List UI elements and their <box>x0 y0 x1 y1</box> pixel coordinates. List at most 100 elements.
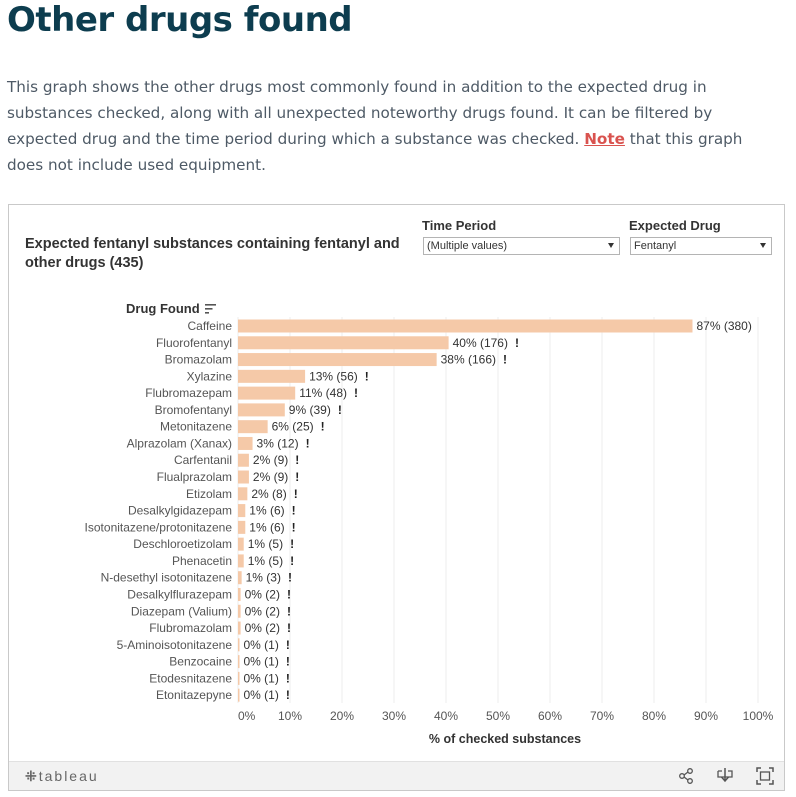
noteworthy-marker: ! <box>321 420 325 434</box>
bar[interactable] <box>238 403 285 417</box>
x-tick-label: 90% <box>694 709 718 723</box>
data-label: 9% (39) <box>289 403 331 417</box>
noteworthy-marker: ! <box>287 587 291 601</box>
category-label: Diazepam (Valium) <box>131 604 232 618</box>
bar[interactable] <box>238 604 241 618</box>
category-label: Benzocaine <box>169 655 232 669</box>
category-label: Alprazolam (Xanax) <box>127 436 232 450</box>
category-label: N-desethyl isotonitazene <box>101 571 233 585</box>
time-period-label: Time Period <box>422 218 497 233</box>
data-label: 1% (6) <box>249 520 284 534</box>
noteworthy-marker: ! <box>365 369 369 383</box>
noteworthy-marker: ! <box>515 336 519 350</box>
fullscreen-icon[interactable] <box>756 767 774 785</box>
bar[interactable] <box>238 587 241 601</box>
x-tick-label: 100% <box>743 709 774 723</box>
tableau-logo-icon: ⁜ <box>25 768 37 784</box>
intro-text-start: This graph shows the other drugs most co… <box>7 78 713 148</box>
bar[interactable] <box>238 537 244 551</box>
bar[interactable] <box>238 688 240 702</box>
noteworthy-marker: ! <box>286 655 290 669</box>
bar[interactable] <box>238 655 240 669</box>
bar[interactable] <box>238 638 240 652</box>
noteworthy-marker: ! <box>338 403 342 417</box>
expected-drug-dropdown[interactable]: Fentanyl <box>630 237 772 255</box>
tableau-viz: Expected fentanyl substances containing … <box>8 204 785 791</box>
category-label: Flubromazolam <box>149 621 232 635</box>
download-icon[interactable] <box>716 767 734 785</box>
x-tick-label: 80% <box>642 709 666 723</box>
bar[interactable] <box>238 504 246 518</box>
bar-chart: Caffeine 87% (380) Fluorofentanyl 40% (176)… <box>85 317 774 746</box>
x-tick-label: 50% <box>486 709 510 723</box>
x-tick-label: 60% <box>538 709 562 723</box>
category-label: Caffeine <box>188 319 233 333</box>
noteworthy-marker: ! <box>354 386 358 400</box>
category-label: Flubromazepam <box>145 386 232 400</box>
bar[interactable] <box>238 453 249 467</box>
share-icon[interactable] <box>677 767 695 785</box>
category-label: Etodesnitazene <box>149 671 232 685</box>
data-label: 0% (1) <box>244 671 279 685</box>
noteworthy-marker: ! <box>290 537 294 551</box>
data-label: 2% (9) <box>253 453 288 467</box>
time-period-dropdown[interactable]: (Multiple values) <box>423 237 620 255</box>
noteworthy-marker: ! <box>295 453 299 467</box>
bar[interactable] <box>238 386 296 400</box>
x-tick-label: 10% <box>278 709 302 723</box>
tableau-logo-text: tableau <box>38 768 99 784</box>
data-label: 2% (9) <box>253 470 288 484</box>
bar[interactable] <box>238 336 449 350</box>
noteworthy-marker: ! <box>292 504 296 518</box>
bar[interactable] <box>238 487 248 501</box>
category-label: Metonitazene <box>160 420 232 434</box>
data-label: 2% (8) <box>251 487 286 501</box>
data-label: 13% (56) <box>309 369 358 383</box>
noteworthy-marker: ! <box>306 436 310 450</box>
data-label: 0% (1) <box>244 638 279 652</box>
intro-text: This graph shows the other drugs most co… <box>7 74 782 178</box>
data-label: 3% (12) <box>257 436 299 450</box>
sort-icon[interactable] <box>205 304 216 314</box>
bar[interactable] <box>238 369 306 383</box>
chevron-down-icon <box>760 243 766 248</box>
category-label: Etizolam <box>186 487 232 501</box>
bar[interactable] <box>238 571 242 585</box>
row-header: Drug Found <box>126 301 200 316</box>
noteworthy-marker: ! <box>287 604 291 618</box>
bar[interactable] <box>238 470 249 484</box>
noteworthy-marker: ! <box>290 554 294 568</box>
bar[interactable] <box>238 554 244 568</box>
data-label: 11% (48) <box>299 386 347 400</box>
noteworthy-marker: ! <box>292 520 296 534</box>
chevron-down-icon <box>608 243 614 248</box>
bar[interactable] <box>238 621 241 635</box>
x-tick-label: 70% <box>590 709 614 723</box>
data-label: 1% (6) <box>249 504 284 518</box>
category-label: Isotonitazene/protonitazene <box>85 520 233 534</box>
bar[interactable] <box>238 436 253 450</box>
page-title: Other drugs found <box>7 0 353 40</box>
bar[interactable] <box>238 319 693 333</box>
bar[interactable] <box>238 671 240 685</box>
noteworthy-marker: ! <box>286 688 290 702</box>
category-label: Xylazine <box>187 369 233 383</box>
category-label: Phenacetin <box>172 554 232 568</box>
x-axis-title: % of checked substances <box>429 732 581 746</box>
data-label: 0% (1) <box>244 688 279 702</box>
category-label: Carfentanil <box>174 453 232 467</box>
bar[interactable] <box>238 353 437 367</box>
category-label: Bromazolam <box>165 353 232 367</box>
tableau-logo[interactable]: ⁜ tableau <box>25 768 99 785</box>
noteworthy-marker: ! <box>503 353 507 367</box>
category-label: Desalkylgidazepam <box>128 504 232 518</box>
data-label: 0% (2) <box>245 621 280 635</box>
expected-drug-value: Fentanyl <box>634 240 677 252</box>
bar[interactable] <box>238 520 246 534</box>
category-label: 5-Aminoisotonitazene <box>117 638 233 652</box>
data-label: 38% (166) <box>441 353 496 367</box>
intro-text-end: that this graph does not include used eq… <box>7 130 743 174</box>
viz-toolbar: ⁜ tableau <box>9 761 784 790</box>
note-link[interactable]: Note <box>584 130 625 148</box>
bar[interactable] <box>238 420 268 434</box>
